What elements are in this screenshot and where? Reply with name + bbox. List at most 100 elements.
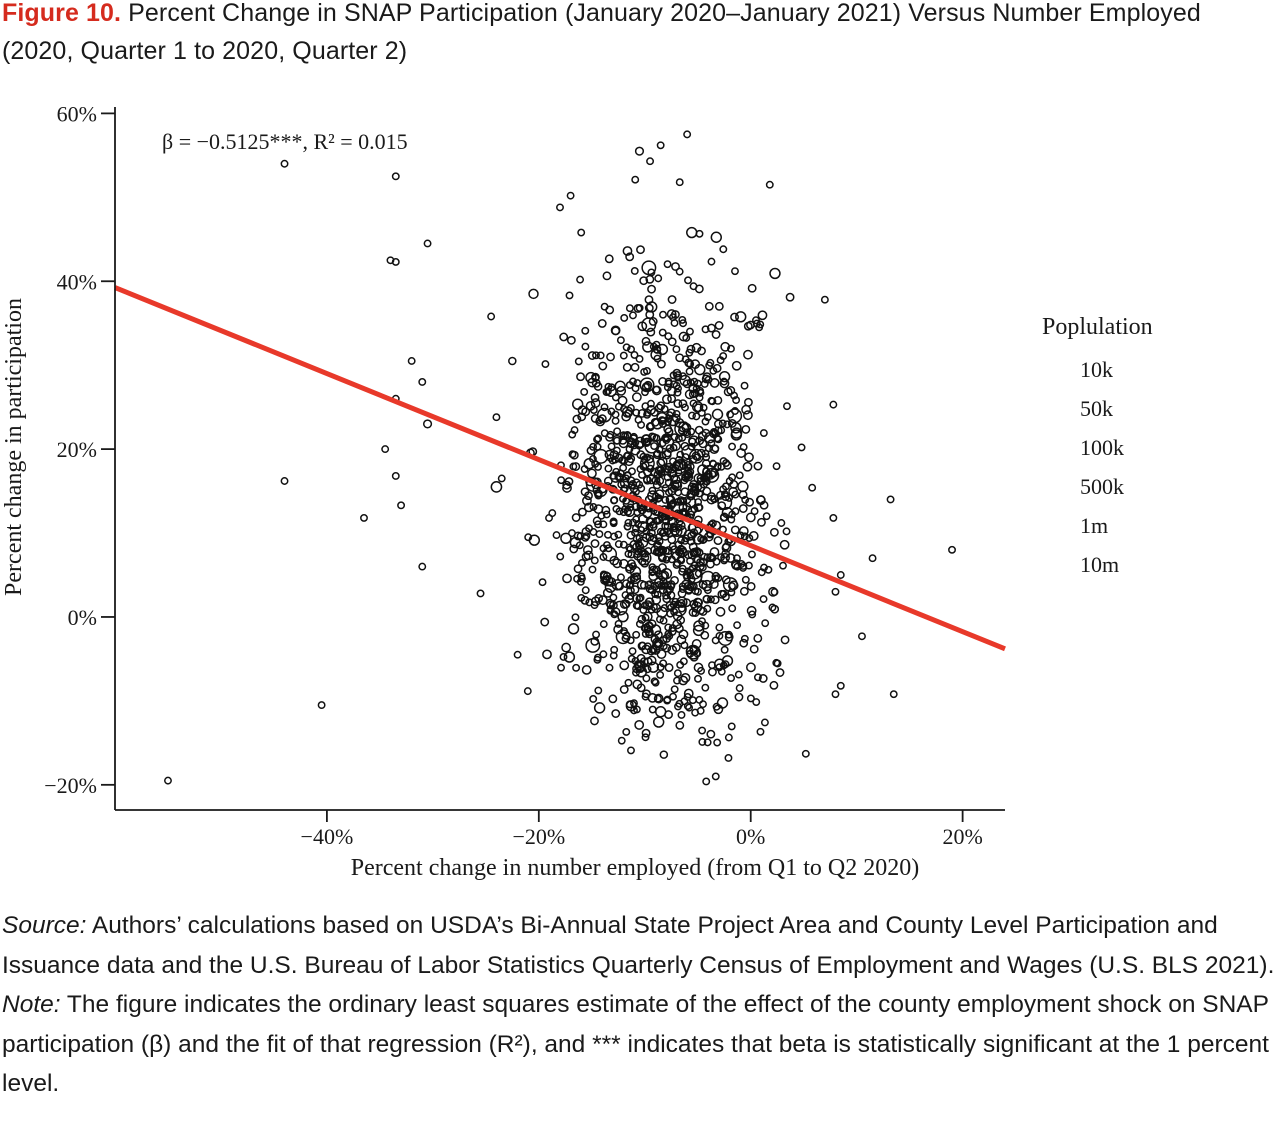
data-point <box>697 666 705 675</box>
data-point <box>641 623 652 634</box>
data-point <box>705 361 714 370</box>
data-point <box>685 703 694 712</box>
data-point <box>724 754 733 762</box>
data-point <box>576 275 585 284</box>
data-point <box>593 442 602 451</box>
data-point <box>711 330 721 339</box>
data-point <box>737 560 746 568</box>
data-point <box>632 679 643 690</box>
data-point <box>663 449 672 458</box>
data-point <box>476 589 485 598</box>
data-point <box>703 531 714 542</box>
data-point <box>566 335 576 345</box>
data-point <box>691 342 702 353</box>
data-point <box>629 562 637 571</box>
data-point <box>649 534 658 543</box>
data-point <box>609 518 618 526</box>
data-point <box>696 388 705 397</box>
data-point <box>650 677 659 686</box>
data-point <box>664 462 673 471</box>
data-point <box>773 659 782 668</box>
data-point <box>801 749 810 758</box>
data-point <box>600 403 609 412</box>
data-point <box>609 651 618 660</box>
data-point <box>627 440 635 449</box>
data-point <box>671 475 681 485</box>
data-point <box>636 593 645 602</box>
data-point <box>594 593 604 603</box>
data-point <box>716 697 729 709</box>
data-point <box>831 587 840 596</box>
data-point <box>663 260 672 269</box>
data-point <box>599 571 612 583</box>
data-point <box>769 680 779 690</box>
data-point <box>664 427 674 437</box>
data-point <box>667 414 679 427</box>
data-point <box>582 545 593 555</box>
data-point <box>746 662 756 673</box>
data-point <box>831 690 840 699</box>
data-point <box>662 394 672 405</box>
data-point <box>397 501 406 510</box>
data-point <box>748 550 756 559</box>
data-point <box>653 517 662 525</box>
data-point <box>753 461 763 471</box>
data-point <box>654 706 667 718</box>
data-point <box>757 568 766 577</box>
data-point <box>580 487 590 497</box>
data-point <box>689 645 700 656</box>
data-point <box>593 435 601 444</box>
data-point <box>577 558 586 567</box>
data-point <box>707 323 716 333</box>
data-point <box>719 245 728 254</box>
data-point <box>725 493 734 502</box>
data-point <box>714 321 724 330</box>
data-point <box>641 733 650 742</box>
data-point <box>713 658 726 670</box>
data-point <box>682 379 692 389</box>
legend-label: 1m <box>1080 513 1108 538</box>
data-point <box>609 471 622 483</box>
data-point <box>600 429 609 438</box>
data-point <box>675 699 684 708</box>
data-point <box>780 635 790 645</box>
data-point <box>722 459 731 468</box>
data-point <box>552 531 561 540</box>
data-point <box>648 571 659 582</box>
data-point <box>617 573 625 582</box>
data-point <box>675 720 685 730</box>
data-point <box>836 681 845 690</box>
data-point <box>606 454 615 462</box>
data-point <box>769 527 779 537</box>
data-point <box>657 416 667 425</box>
data-point <box>604 449 615 460</box>
data-point <box>620 313 629 322</box>
data-point <box>717 495 733 511</box>
data-point <box>746 605 757 616</box>
data-point <box>681 444 697 460</box>
data-point <box>581 664 592 675</box>
data-point <box>740 381 749 390</box>
data-point <box>720 552 731 563</box>
data-point <box>706 729 716 739</box>
data-point <box>621 406 634 418</box>
data-point <box>768 586 778 597</box>
y-tick-label: 40% <box>57 269 97 294</box>
data-point <box>608 694 618 704</box>
data-point <box>704 301 714 311</box>
data-point <box>634 719 645 730</box>
data-point <box>639 606 648 614</box>
data-point <box>636 665 645 674</box>
data-point <box>670 607 679 616</box>
data-point <box>674 523 683 532</box>
data-point <box>563 651 576 663</box>
data-point <box>633 304 643 313</box>
data-point <box>714 435 723 444</box>
data-point <box>636 245 645 255</box>
data-point <box>625 304 634 313</box>
data-point <box>593 653 602 662</box>
data-point <box>556 203 564 212</box>
data-point <box>656 359 666 369</box>
data-point <box>672 560 681 569</box>
data-point <box>649 520 657 529</box>
